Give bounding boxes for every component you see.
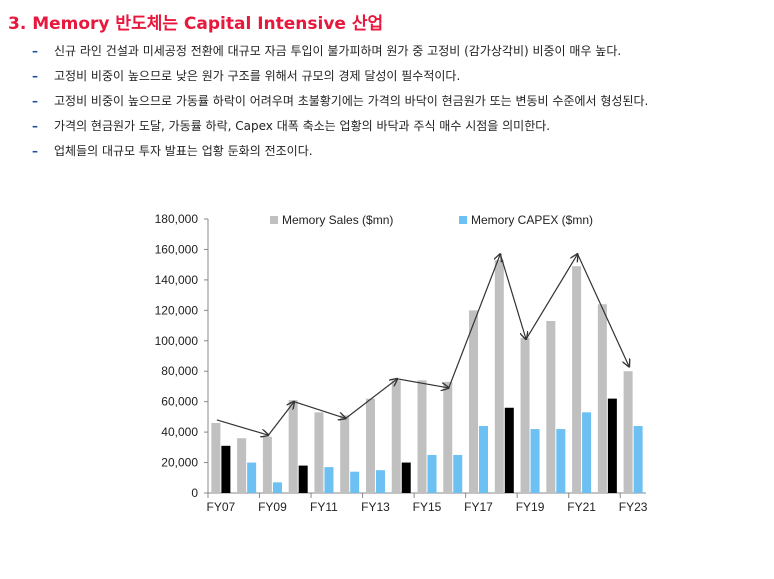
x-tick-label: FY17	[464, 500, 493, 514]
sales-bar	[520, 337, 530, 493]
bullet-item: – 업체들의 대규모 투자 발표는 업황 둔화의 전조이다.	[32, 141, 648, 166]
sales-bar	[365, 398, 375, 493]
capex-bar-highlight	[401, 462, 411, 493]
sales-bar	[623, 371, 633, 493]
bullet-marker: –	[32, 144, 38, 158]
x-tick-label: FY11	[310, 500, 338, 514]
bullet-text: 신규 라인 건설과 미세공정 전환에 대규모 자금 투입이 불가피하며 원가 중…	[54, 44, 622, 58]
legend-label-sales: Memory Sales ($mn)	[282, 213, 393, 227]
y-tick-label: 40,000	[161, 425, 198, 439]
y-tick-label: 20,000	[161, 456, 198, 470]
capex-bar	[427, 454, 437, 493]
bullet-text: 고정비 비중이 높으므로 낮은 원가 구조를 위해서 규모의 경제 달성이 필수…	[54, 69, 461, 83]
y-tick-label: 160,000	[155, 242, 199, 256]
x-tick-label: FY21	[567, 500, 596, 514]
sales-bar	[469, 310, 479, 493]
trend-arrow	[448, 254, 501, 389]
capex-bar-highlight	[221, 445, 231, 493]
sales-bar	[443, 381, 453, 493]
trend-arrow	[577, 253, 630, 367]
trend-arrow	[499, 253, 526, 339]
capex-bar	[582, 412, 592, 493]
bullet-list: – 신규 라인 건설과 미세공정 전환에 대규모 자금 투입이 불가피하며 원가 …	[32, 41, 648, 166]
bullet-item: – 가격의 현금원가 도달, 가동률 하락, Capex 대폭 축소는 업황의 바…	[32, 116, 648, 141]
trend-arrow	[267, 402, 294, 436]
bullet-item: – 고정비 비중이 높으므로 가동률 하락이 어려우며 초불황기에는 가격의 바닥…	[32, 91, 648, 116]
x-tick-label: FY19	[516, 500, 545, 514]
sales-bar	[391, 380, 401, 493]
capex-bar	[375, 470, 385, 493]
capex-bar-highlight	[298, 465, 308, 493]
y-tick-label: 140,000	[155, 273, 199, 287]
bullet-item: – 신규 라인 건설과 미세공정 전환에 대규모 자금 투입이 불가피하며 원가 …	[32, 41, 648, 66]
legend-swatch-sales	[270, 216, 278, 224]
trend-arrow	[216, 419, 269, 435]
capex-bar	[272, 482, 282, 493]
y-tick-label: 0	[191, 486, 198, 500]
y-tick-label: 180,000	[155, 212, 199, 226]
sales-bar	[288, 400, 298, 493]
legend-swatch-capex	[459, 216, 467, 224]
x-tick-label: FY13	[361, 500, 390, 514]
trend-arrow	[397, 378, 449, 388]
sales-bar	[572, 266, 582, 493]
capex-bar	[633, 426, 643, 493]
page-title: 3. Memory 반도체는 Capital Intensive 산업	[8, 14, 384, 34]
bullet-item: – 고정비 비중이 높으므로 낮은 원가 구조를 위해서 규모의 경제 달성이 필…	[32, 66, 648, 91]
trend-arrow	[345, 379, 398, 419]
y-tick-label: 60,000	[161, 395, 198, 409]
bullet-marker: –	[32, 44, 38, 58]
capex-bar	[479, 426, 489, 493]
sales-bar	[494, 260, 504, 493]
sales-bar	[237, 438, 247, 493]
x-tick-label: FY09	[258, 500, 287, 514]
x-tick-label: FY15	[413, 500, 442, 514]
y-tick-label: 120,000	[155, 303, 199, 317]
capex-bar	[530, 429, 540, 493]
sales-bar	[314, 412, 324, 493]
legend-label-capex: Memory CAPEX ($mn)	[471, 213, 593, 227]
sales-bar	[417, 380, 427, 493]
x-tick-label: FY07	[207, 500, 236, 514]
y-tick-label: 80,000	[161, 364, 198, 378]
sales-bar	[262, 436, 272, 493]
y-tick-label: 100,000	[155, 334, 199, 348]
bullet-marker: –	[32, 119, 38, 133]
capex-bar-highlight	[504, 407, 514, 493]
x-tick-label: FY23	[619, 500, 648, 514]
sales-bar	[211, 422, 221, 493]
capex-bar	[324, 467, 334, 493]
capex-bar	[247, 462, 257, 493]
sales-bar	[597, 304, 607, 493]
sales-bar	[546, 320, 556, 493]
trend-arrow	[525, 254, 578, 340]
capex-bar-highlight	[607, 398, 617, 493]
bullet-text: 업체들의 대규모 투자 발표는 업황 둔화의 전조이다.	[54, 144, 313, 158]
trend-arrow	[293, 401, 346, 419]
bullet-marker: –	[32, 94, 38, 108]
capex-bar	[453, 454, 463, 493]
sales-bar	[340, 415, 350, 493]
capex-bar	[350, 471, 360, 493]
bullet-text: 고정비 비중이 높으므로 가동률 하락이 어려우며 초불황기에는 가격의 바닥이…	[54, 94, 649, 108]
bullet-text: 가격의 현금원가 도달, 가동률 하락, Capex 대폭 축소는 업황의 바닥…	[54, 119, 551, 133]
capex-bar	[556, 429, 566, 493]
bullet-marker: –	[32, 69, 38, 83]
